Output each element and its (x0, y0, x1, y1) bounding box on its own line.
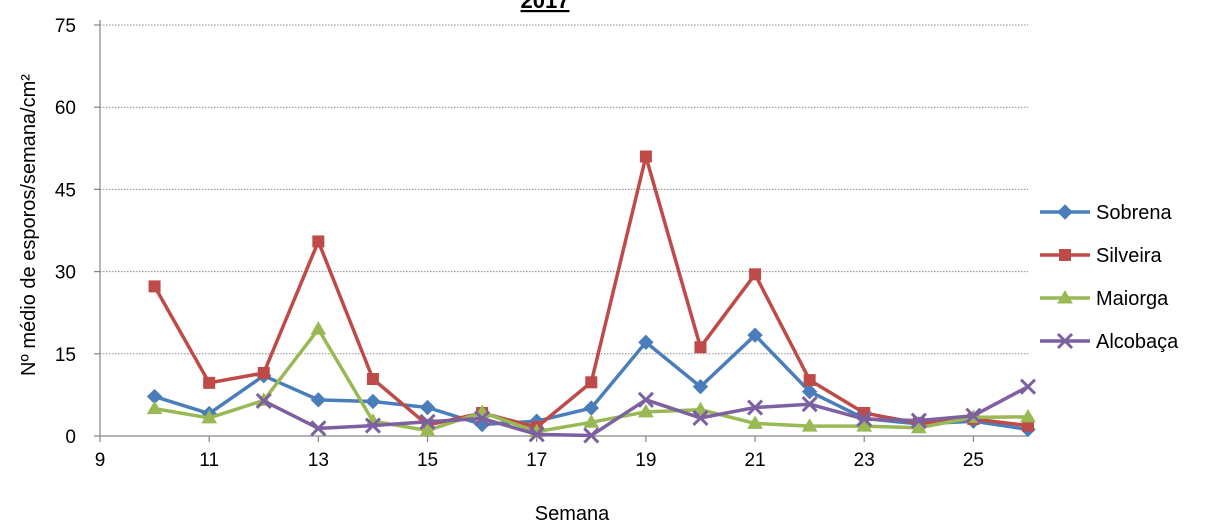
data-point-maiorga (310, 321, 327, 335)
y-tick-label: 15 (55, 345, 76, 366)
data-point-silveira (694, 341, 707, 354)
data-point-sobrena (801, 383, 818, 400)
legend-marker (1057, 290, 1073, 304)
series-lines (146, 150, 1037, 444)
legend-label: Silveira (1096, 245, 1162, 267)
data-point-alcobaca (637, 391, 654, 408)
data-point-silveira (203, 376, 216, 389)
data-point-sobrena (638, 334, 654, 350)
data-point-alcobaca (1019, 378, 1037, 395)
legend-marker (1059, 249, 1071, 261)
x-tick-labels: 9 11 13 15 17 19 21 23 25 (95, 450, 984, 471)
data-point-sobrena (365, 393, 381, 410)
data-point-maiorga (910, 419, 927, 434)
data-point-alcobaca (692, 409, 709, 426)
legend: Sobrena Silveira Maiorga Alcobaça (1040, 202, 1179, 353)
data-point-alcobaca (528, 426, 545, 443)
y-axis-title: Nº médio de esporos/semana/cm² (18, 74, 40, 376)
data-point-sobrena (692, 378, 709, 395)
x-tick-label: 17 (526, 450, 547, 471)
y-tick-labels: 0 15 30 45 60 75 (55, 16, 76, 448)
data-point-maiorga (146, 400, 163, 415)
data-point-silveira (803, 374, 816, 387)
data-point-silveira (312, 235, 325, 248)
data-point-alcobaca (856, 410, 873, 428)
data-point-alcobaca (746, 399, 764, 416)
data-point-sobrena (747, 327, 763, 343)
legend-marker (1056, 332, 1074, 350)
data-point-silveira (257, 366, 270, 379)
data-point-silveira (585, 376, 598, 389)
data-point-silveira (366, 373, 379, 386)
y-tick-label: 30 (55, 263, 76, 284)
data-point-maiorga (201, 409, 218, 424)
data-point-alcobaca (364, 417, 382, 434)
data-point-alcobaca (419, 413, 436, 430)
legend-label: Maiorga (1096, 288, 1169, 310)
data-point-alcobaca (801, 396, 818, 413)
data-point-sobrena (419, 399, 436, 416)
data-point-maiorga (419, 422, 436, 437)
legend-item-alcobaca: Alcobaça (1040, 331, 1179, 353)
data-point-alcobaca (965, 407, 982, 424)
x-tick-label: 13 (308, 450, 329, 471)
y-tick-label: 75 (55, 16, 76, 37)
data-point-maiorga (692, 401, 709, 416)
x-tick-label: 23 (854, 450, 875, 471)
data-point-sobrena (310, 392, 327, 408)
data-point-alcobaca (474, 410, 491, 427)
data-point-maiorga (801, 418, 818, 432)
legend-item-maiorga: Maiorga (1040, 288, 1169, 310)
data-point-alcobaca (255, 392, 272, 409)
x-tick-label: 19 (635, 450, 656, 471)
legend-marker (1057, 204, 1073, 220)
x-tick-label: 11 (199, 450, 219, 471)
data-point-alcobaca (310, 420, 327, 437)
y-tick-label: 60 (55, 98, 76, 119)
x-tick-label: 9 (95, 450, 106, 471)
series-alcobaca (255, 378, 1037, 444)
x-axis-title: Semana (535, 503, 610, 525)
data-point-maiorga (638, 403, 654, 418)
y-tick-label: 45 (55, 180, 76, 201)
data-point-alcobaca (583, 427, 600, 444)
x-tick-label: 15 (417, 450, 438, 471)
data-point-silveira (639, 150, 652, 163)
y-tick-label: 0 (65, 427, 76, 448)
data-point-maiorga (1020, 408, 1036, 423)
legend-item-silveira: Silveira (1040, 245, 1162, 267)
data-point-silveira (749, 268, 762, 281)
series-silveira (148, 150, 1034, 434)
legend-label: Alcobaça (1096, 331, 1179, 353)
legend-item-sobrena: Sobrena (1040, 202, 1172, 224)
data-point-silveira (148, 280, 161, 293)
data-point-maiorga (856, 418, 873, 432)
data-point-maiorga (583, 414, 600, 428)
data-point-alcobaca (910, 412, 927, 429)
gridlines (100, 24, 1028, 355)
legend-label: Sobrena (1096, 202, 1172, 224)
chart-title: 2017 (521, 0, 570, 13)
x-tick-label: 21 (744, 450, 765, 471)
data-point-maiorga (747, 415, 763, 429)
x-tick-label: 25 (963, 450, 984, 471)
